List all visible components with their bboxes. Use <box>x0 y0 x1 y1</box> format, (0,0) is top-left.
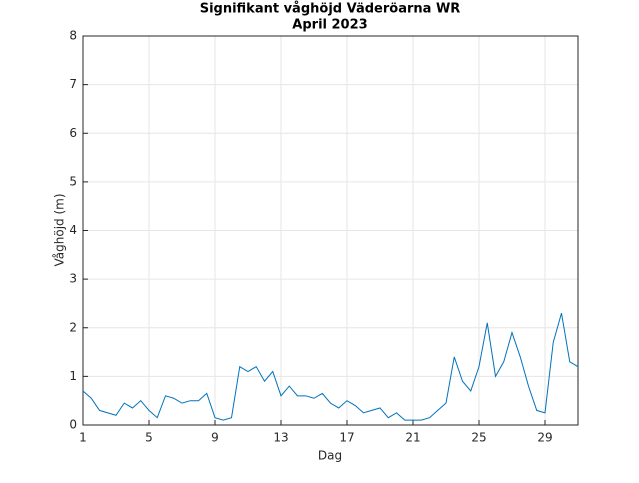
x-tick-label: 25 <box>471 431 486 445</box>
y-tick-label: 1 <box>69 369 77 383</box>
y-tick-label: 5 <box>69 174 77 188</box>
y-tick-label: 6 <box>69 126 77 140</box>
y-tick-label: 0 <box>69 418 77 432</box>
chart-title: Signifikant våghöjd Väderöarna WR <box>200 2 461 17</box>
y-tick-label: 8 <box>69 29 77 43</box>
y-tick-label: 4 <box>69 223 77 237</box>
x-tick-label: 21 <box>405 431 420 445</box>
x-tick-label: 13 <box>273 431 288 445</box>
x-tick-label: 1 <box>79 431 87 445</box>
y-tick-label: 2 <box>69 320 77 334</box>
plot-frame <box>82 35 579 426</box>
x-tick-label: 29 <box>537 431 552 445</box>
x-tick-label: 17 <box>339 431 354 445</box>
y-tick-label: 7 <box>69 77 77 91</box>
y-axis-label: Våghöjd (m) <box>53 193 67 266</box>
y-tick-label: 3 <box>69 272 77 286</box>
x-tick-label: 5 <box>145 431 153 445</box>
x-axis-label: Dag <box>318 449 342 463</box>
chart-subtitle: April 2023 <box>292 18 367 33</box>
data-line <box>82 313 579 421</box>
x-tick-label: 9 <box>211 431 219 445</box>
